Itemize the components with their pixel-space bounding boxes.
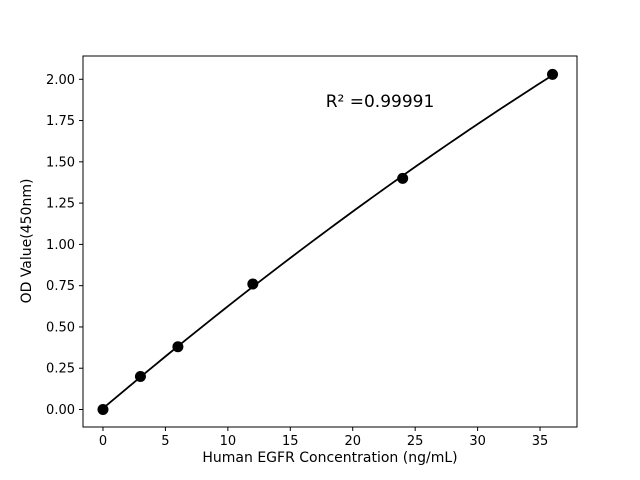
y-tick-label: 2.00: [46, 73, 75, 88]
data-point: [247, 278, 259, 290]
y-axis-label: OD Value(450nm): [19, 178, 35, 304]
y-tick-label: 1.25: [46, 197, 75, 212]
data-point: [172, 341, 184, 353]
x-tick-label: 30: [469, 434, 486, 449]
r-squared-annotation: R² =0.99991: [325, 92, 435, 112]
x-tick-label: 35: [532, 434, 549, 449]
y-tick-label: 0.00: [46, 403, 75, 418]
y-tick-label: 1.50: [46, 155, 75, 170]
x-tick-label: 25: [407, 434, 424, 449]
x-axis-label: Human EGFR Concentration (ng/mL): [202, 450, 458, 466]
y-tick-label: 0.50: [46, 320, 75, 335]
y-tick-label: 0.25: [46, 362, 75, 377]
data-point: [547, 68, 559, 80]
x-tick-label: 15: [282, 434, 299, 449]
data-point: [97, 404, 109, 415]
x-tick-label: 20: [344, 434, 361, 449]
y-tick-label: 1.75: [46, 114, 75, 129]
plot-border: [82, 55, 578, 428]
x-tick-label: 0: [99, 434, 107, 449]
data-point: [397, 172, 409, 184]
x-tick-label: 10: [220, 434, 237, 449]
y-tick-label: 1.00: [46, 238, 75, 253]
data-point: [134, 370, 146, 382]
y-tick-label: 0.75: [46, 279, 75, 294]
fit-curve: [102, 74, 554, 410]
x-tick-label: 5: [161, 434, 169, 449]
